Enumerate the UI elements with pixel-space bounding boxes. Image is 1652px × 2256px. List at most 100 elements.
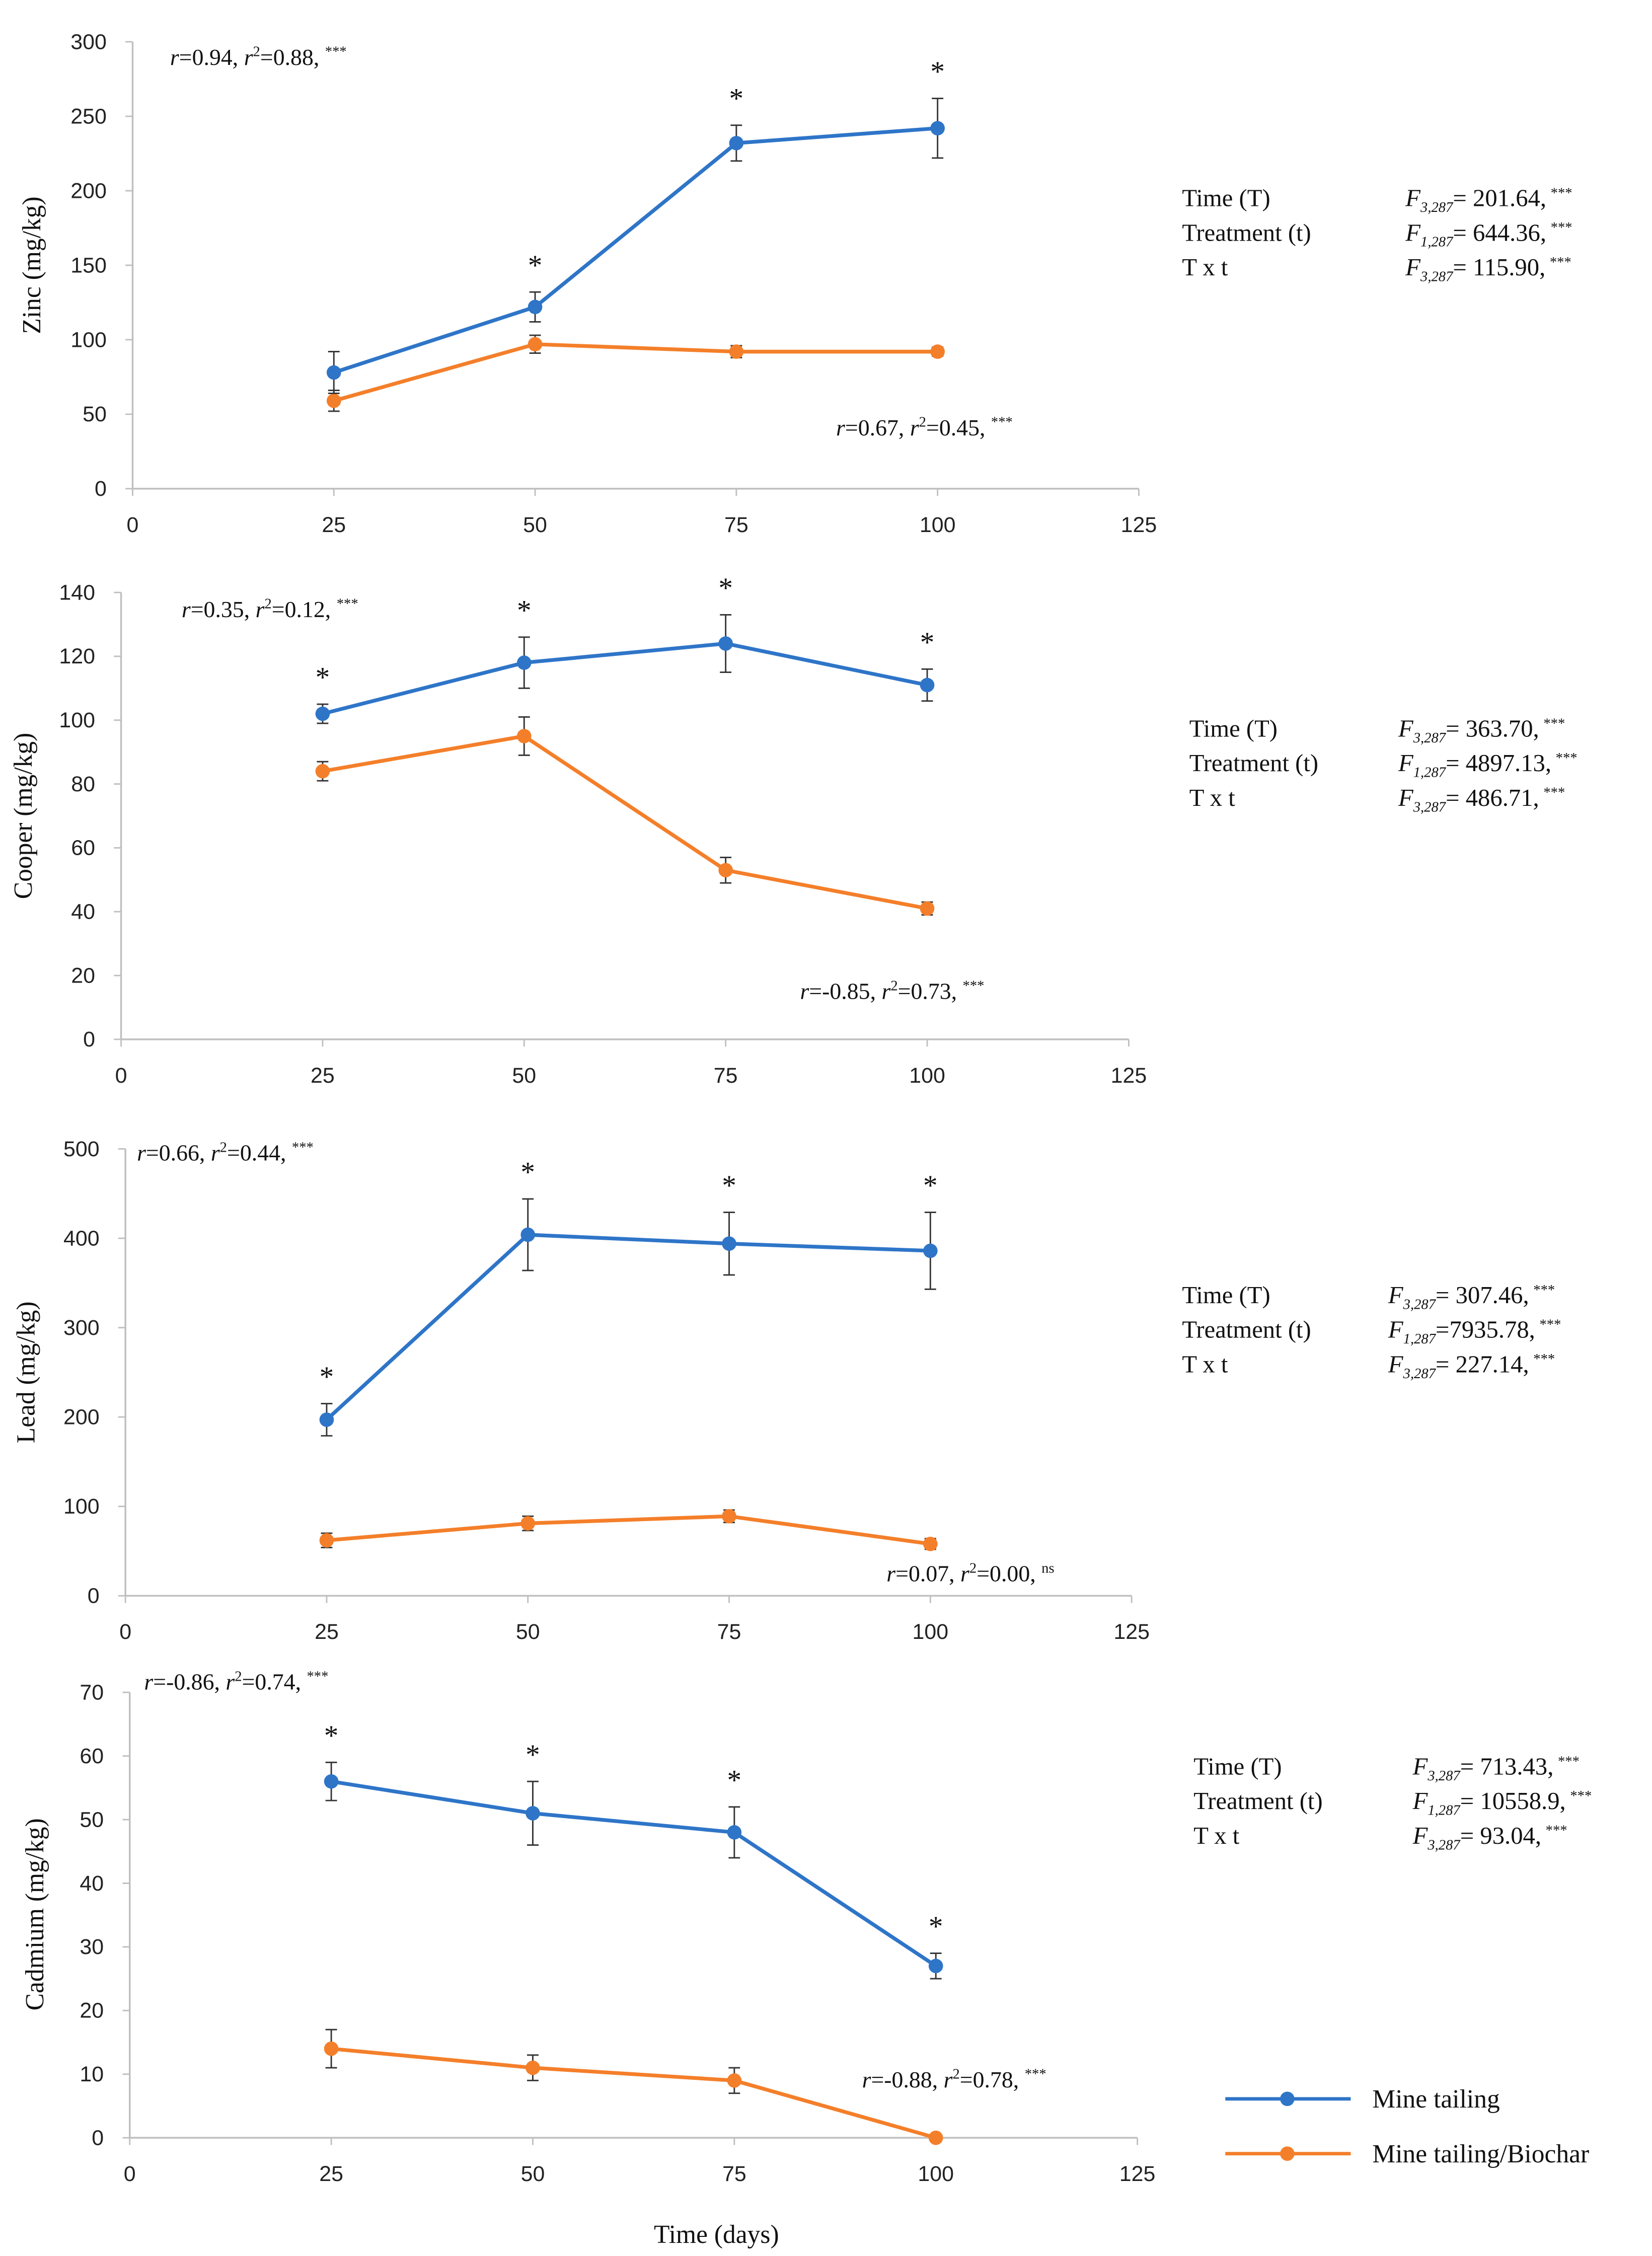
annotation-part: r xyxy=(182,596,191,622)
annotation-part: r xyxy=(256,596,265,622)
data-point xyxy=(920,901,935,916)
f-symbol: F xyxy=(1388,1350,1404,1378)
data-point xyxy=(516,655,532,670)
correlation-annotation: r=-0.85, r2=0.73, *** xyxy=(800,978,984,1004)
annotation-part: ns xyxy=(1041,1560,1054,1576)
legend-item: Mine tailing xyxy=(1225,2085,1500,2114)
significance-star: * xyxy=(525,1739,540,1771)
f-value: = 10558.9, xyxy=(1460,1787,1566,1815)
data-point xyxy=(324,1774,339,1789)
y-tick-label: 120 xyxy=(59,644,95,668)
f-symbol: F xyxy=(1412,1753,1429,1780)
annotation-part: *** xyxy=(307,1668,328,1684)
data-point xyxy=(729,344,744,359)
annotation-part: 2 xyxy=(952,2066,959,2082)
x-tick-label: 25 xyxy=(319,2162,343,2186)
y-tick-label: 0 xyxy=(83,1027,95,1051)
y-tick-label: 30 xyxy=(80,1935,104,1959)
y-tick-label: 70 xyxy=(80,1681,104,1705)
f-statistic: F3,287= 486.71, *** xyxy=(1398,784,1565,815)
annotation-part: r xyxy=(910,415,919,440)
annotation-part: 2 xyxy=(235,1668,242,1684)
annotation-part: r xyxy=(800,979,809,1004)
df: 1,287 xyxy=(1413,765,1447,781)
f-statistic: F3,287= 713.43, *** xyxy=(1412,1753,1580,1783)
significance: *** xyxy=(1550,254,1571,270)
annotation-part: = xyxy=(146,1140,159,1165)
stat-label: Time (T) xyxy=(1182,185,1270,212)
annotation-part: *** xyxy=(325,44,347,60)
series-line-biochar xyxy=(322,734,928,911)
annotation-part: = xyxy=(179,44,192,70)
f-symbol: F xyxy=(1412,1787,1429,1815)
annotation-part: r xyxy=(960,1561,969,1587)
y-axis-title: Cadmium (mg/kg) xyxy=(21,1818,49,2010)
y-axis-title: Lead (mg/kg) xyxy=(12,1301,41,1443)
annotation-part: 0.73 xyxy=(911,979,951,1004)
f-statistic: F3,287= 93.04, *** xyxy=(1412,1822,1567,1853)
annotation-part: *** xyxy=(963,978,985,994)
annotation-part: , xyxy=(233,44,244,70)
annotation-part: = xyxy=(926,415,939,440)
x-tick-label: 125 xyxy=(1121,513,1157,537)
df: 3,287 xyxy=(1413,799,1447,815)
df: 3,287 xyxy=(1427,1768,1461,1784)
data-point xyxy=(525,1806,540,1821)
annotation-part: 0.07 xyxy=(909,1561,949,1587)
significance-star: * xyxy=(722,1170,736,1201)
data-point xyxy=(516,729,532,743)
df: 3,287 xyxy=(1427,1837,1461,1853)
y-axis-title: Zinc (mg/kg) xyxy=(18,196,46,334)
correlation-annotation: r=-0.86, r2=0.74, *** xyxy=(144,1668,328,1694)
annotation-part: = xyxy=(153,1669,166,1694)
annotation-part: = xyxy=(272,596,285,622)
annotation-part: , xyxy=(949,1561,960,1587)
annotation-part: = xyxy=(960,2067,973,2092)
x-tick-label: 125 xyxy=(1113,1620,1150,1644)
f-statistic: F3,287= 201.64, *** xyxy=(1405,185,1572,215)
f-symbol: F xyxy=(1388,1316,1404,1343)
annotation-part: 0.94 xyxy=(192,44,233,70)
significance-star: * xyxy=(316,662,330,694)
correlation-annotation: r=0.94, r2=0.88, *** xyxy=(170,44,347,70)
annotation-part: = xyxy=(895,1561,909,1587)
annotation-part: -0.88 xyxy=(884,2067,932,2092)
f-statistic: F1,287= 644.36, *** xyxy=(1405,219,1572,250)
y-tick-label: 60 xyxy=(80,1744,104,1768)
x-tick-label: 25 xyxy=(315,1620,339,1644)
data-point xyxy=(324,2041,339,2056)
annotation-part: 0.45 xyxy=(939,415,980,440)
x-tick-label: 0 xyxy=(119,1620,131,1644)
annotation-part: = xyxy=(871,2067,884,2092)
annotation-part: -0.85 xyxy=(822,979,870,1004)
x-tick-label: 50 xyxy=(523,513,547,537)
data-point xyxy=(928,2130,943,2145)
x-tick-label: 75 xyxy=(724,513,748,537)
significance-star: * xyxy=(718,572,733,604)
x-tick-label: 100 xyxy=(913,1620,949,1644)
y-tick-label: 80 xyxy=(71,772,95,796)
annotation-part: , xyxy=(280,1140,292,1165)
annotation-part: *** xyxy=(1025,2066,1046,2082)
annotation-part: = xyxy=(191,596,204,622)
significance-star: * xyxy=(727,1764,742,1796)
f-value: = 713.43, xyxy=(1460,1753,1554,1780)
annotation-part: r xyxy=(226,1669,235,1694)
stat-label: T x t xyxy=(1193,1822,1240,1849)
stat-label: Time (T) xyxy=(1189,715,1278,742)
y-tick-label: 300 xyxy=(63,1316,100,1340)
y-tick-label: 200 xyxy=(63,1405,100,1430)
annotation-part: *** xyxy=(991,414,1013,430)
y-tick-label: 0 xyxy=(92,2126,104,2150)
data-point xyxy=(315,764,330,779)
data-point xyxy=(923,1537,938,1551)
significance: *** xyxy=(1558,1753,1580,1769)
correlation-annotation: r=0.67, r2=0.45, *** xyxy=(836,414,1013,440)
y-tick-label: 200 xyxy=(70,179,107,203)
significance-star: * xyxy=(729,83,744,114)
annotation-part: *** xyxy=(292,1139,314,1155)
annotation-part: = xyxy=(898,979,911,1004)
stat-label: Treatment (t) xyxy=(1189,749,1318,777)
annotation-part: r xyxy=(836,415,845,440)
y-tick-label: 40 xyxy=(71,900,95,924)
